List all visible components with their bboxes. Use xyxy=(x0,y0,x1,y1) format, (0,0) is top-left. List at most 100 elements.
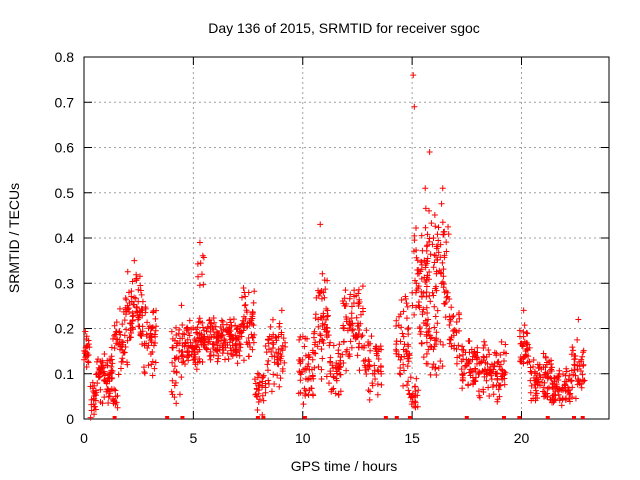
data-point xyxy=(259,378,266,385)
data-point xyxy=(139,312,146,319)
data-point xyxy=(142,309,149,316)
data-point xyxy=(264,361,271,368)
data-point xyxy=(104,378,111,385)
y-tick-label: 0.2 xyxy=(55,321,75,337)
data-point xyxy=(299,333,306,340)
data-point xyxy=(543,361,550,368)
data-point xyxy=(169,359,176,366)
data-point xyxy=(456,309,463,316)
data-point xyxy=(219,331,226,338)
data-point xyxy=(442,314,449,321)
data-point xyxy=(480,345,487,352)
data-point xyxy=(534,370,541,377)
data-point xyxy=(320,340,327,347)
data-point xyxy=(372,375,379,382)
data-point xyxy=(301,366,308,373)
data-point xyxy=(346,318,353,325)
data-point xyxy=(397,371,404,378)
data-point xyxy=(359,283,366,290)
data-point xyxy=(467,372,474,379)
data-point xyxy=(111,332,118,339)
data-point xyxy=(277,375,284,382)
data-point xyxy=(305,351,312,358)
y-tick-label: 0.1 xyxy=(55,366,75,382)
data-point xyxy=(418,293,425,300)
data-point xyxy=(116,305,123,312)
data-point xyxy=(90,396,97,403)
data-point xyxy=(265,357,272,364)
data-point xyxy=(341,325,348,332)
data-point xyxy=(405,378,412,385)
data-point xyxy=(530,357,537,364)
data-point xyxy=(530,363,537,370)
data-point xyxy=(318,346,325,353)
data-point xyxy=(176,391,183,398)
data-point xyxy=(227,331,234,338)
data-point xyxy=(218,337,225,344)
data-point xyxy=(540,384,547,391)
data-point xyxy=(423,339,430,346)
data-point xyxy=(411,311,418,318)
data-point xyxy=(563,365,570,372)
data-point xyxy=(363,370,370,377)
data-point xyxy=(491,363,498,370)
data-point xyxy=(203,346,210,353)
data-point xyxy=(149,372,156,379)
data-point xyxy=(93,358,100,365)
data-point xyxy=(119,355,126,362)
data-point xyxy=(427,298,434,305)
data-point xyxy=(342,303,349,310)
data-point xyxy=(333,359,340,366)
data-point xyxy=(330,385,337,392)
data-point xyxy=(254,407,261,414)
data-point xyxy=(207,348,214,355)
data-point xyxy=(497,351,504,358)
data-point xyxy=(520,333,527,340)
data-point xyxy=(184,325,191,332)
data-point xyxy=(429,289,436,296)
data-point xyxy=(233,326,240,333)
data-point xyxy=(448,304,455,311)
data-point xyxy=(280,335,287,342)
data-point xyxy=(94,356,101,363)
data-point xyxy=(169,377,176,384)
data-point xyxy=(141,368,148,375)
data-point xyxy=(317,289,324,296)
data-point xyxy=(147,337,154,344)
data-point xyxy=(339,351,346,358)
data-point xyxy=(413,247,420,254)
data-point xyxy=(576,363,583,370)
data-point xyxy=(570,371,577,378)
data-point xyxy=(418,258,425,265)
data-point xyxy=(578,384,585,391)
data-point xyxy=(427,335,434,342)
data-point xyxy=(418,232,425,239)
data-point xyxy=(255,390,262,397)
data-point xyxy=(366,358,373,365)
data-point xyxy=(534,395,541,402)
data-point xyxy=(503,350,510,357)
data-point xyxy=(120,349,127,356)
data-point xyxy=(348,303,355,310)
data-point xyxy=(342,287,349,294)
data-point xyxy=(206,316,213,323)
data-point xyxy=(374,381,381,388)
data-point xyxy=(238,294,245,301)
data-point xyxy=(516,327,523,334)
data-point xyxy=(113,319,120,326)
data-point xyxy=(98,369,105,376)
data-point xyxy=(268,388,275,395)
data-point xyxy=(409,302,416,309)
data-point xyxy=(204,323,211,330)
data-point xyxy=(296,336,303,343)
data-point xyxy=(569,394,576,401)
data-point xyxy=(240,327,247,334)
data-point xyxy=(153,307,160,314)
data-point xyxy=(265,381,272,388)
data-point xyxy=(134,309,141,316)
data-point xyxy=(350,326,357,333)
data-point xyxy=(368,333,375,340)
data-point xyxy=(431,324,438,331)
data-point xyxy=(453,318,460,325)
data-point xyxy=(423,304,430,311)
